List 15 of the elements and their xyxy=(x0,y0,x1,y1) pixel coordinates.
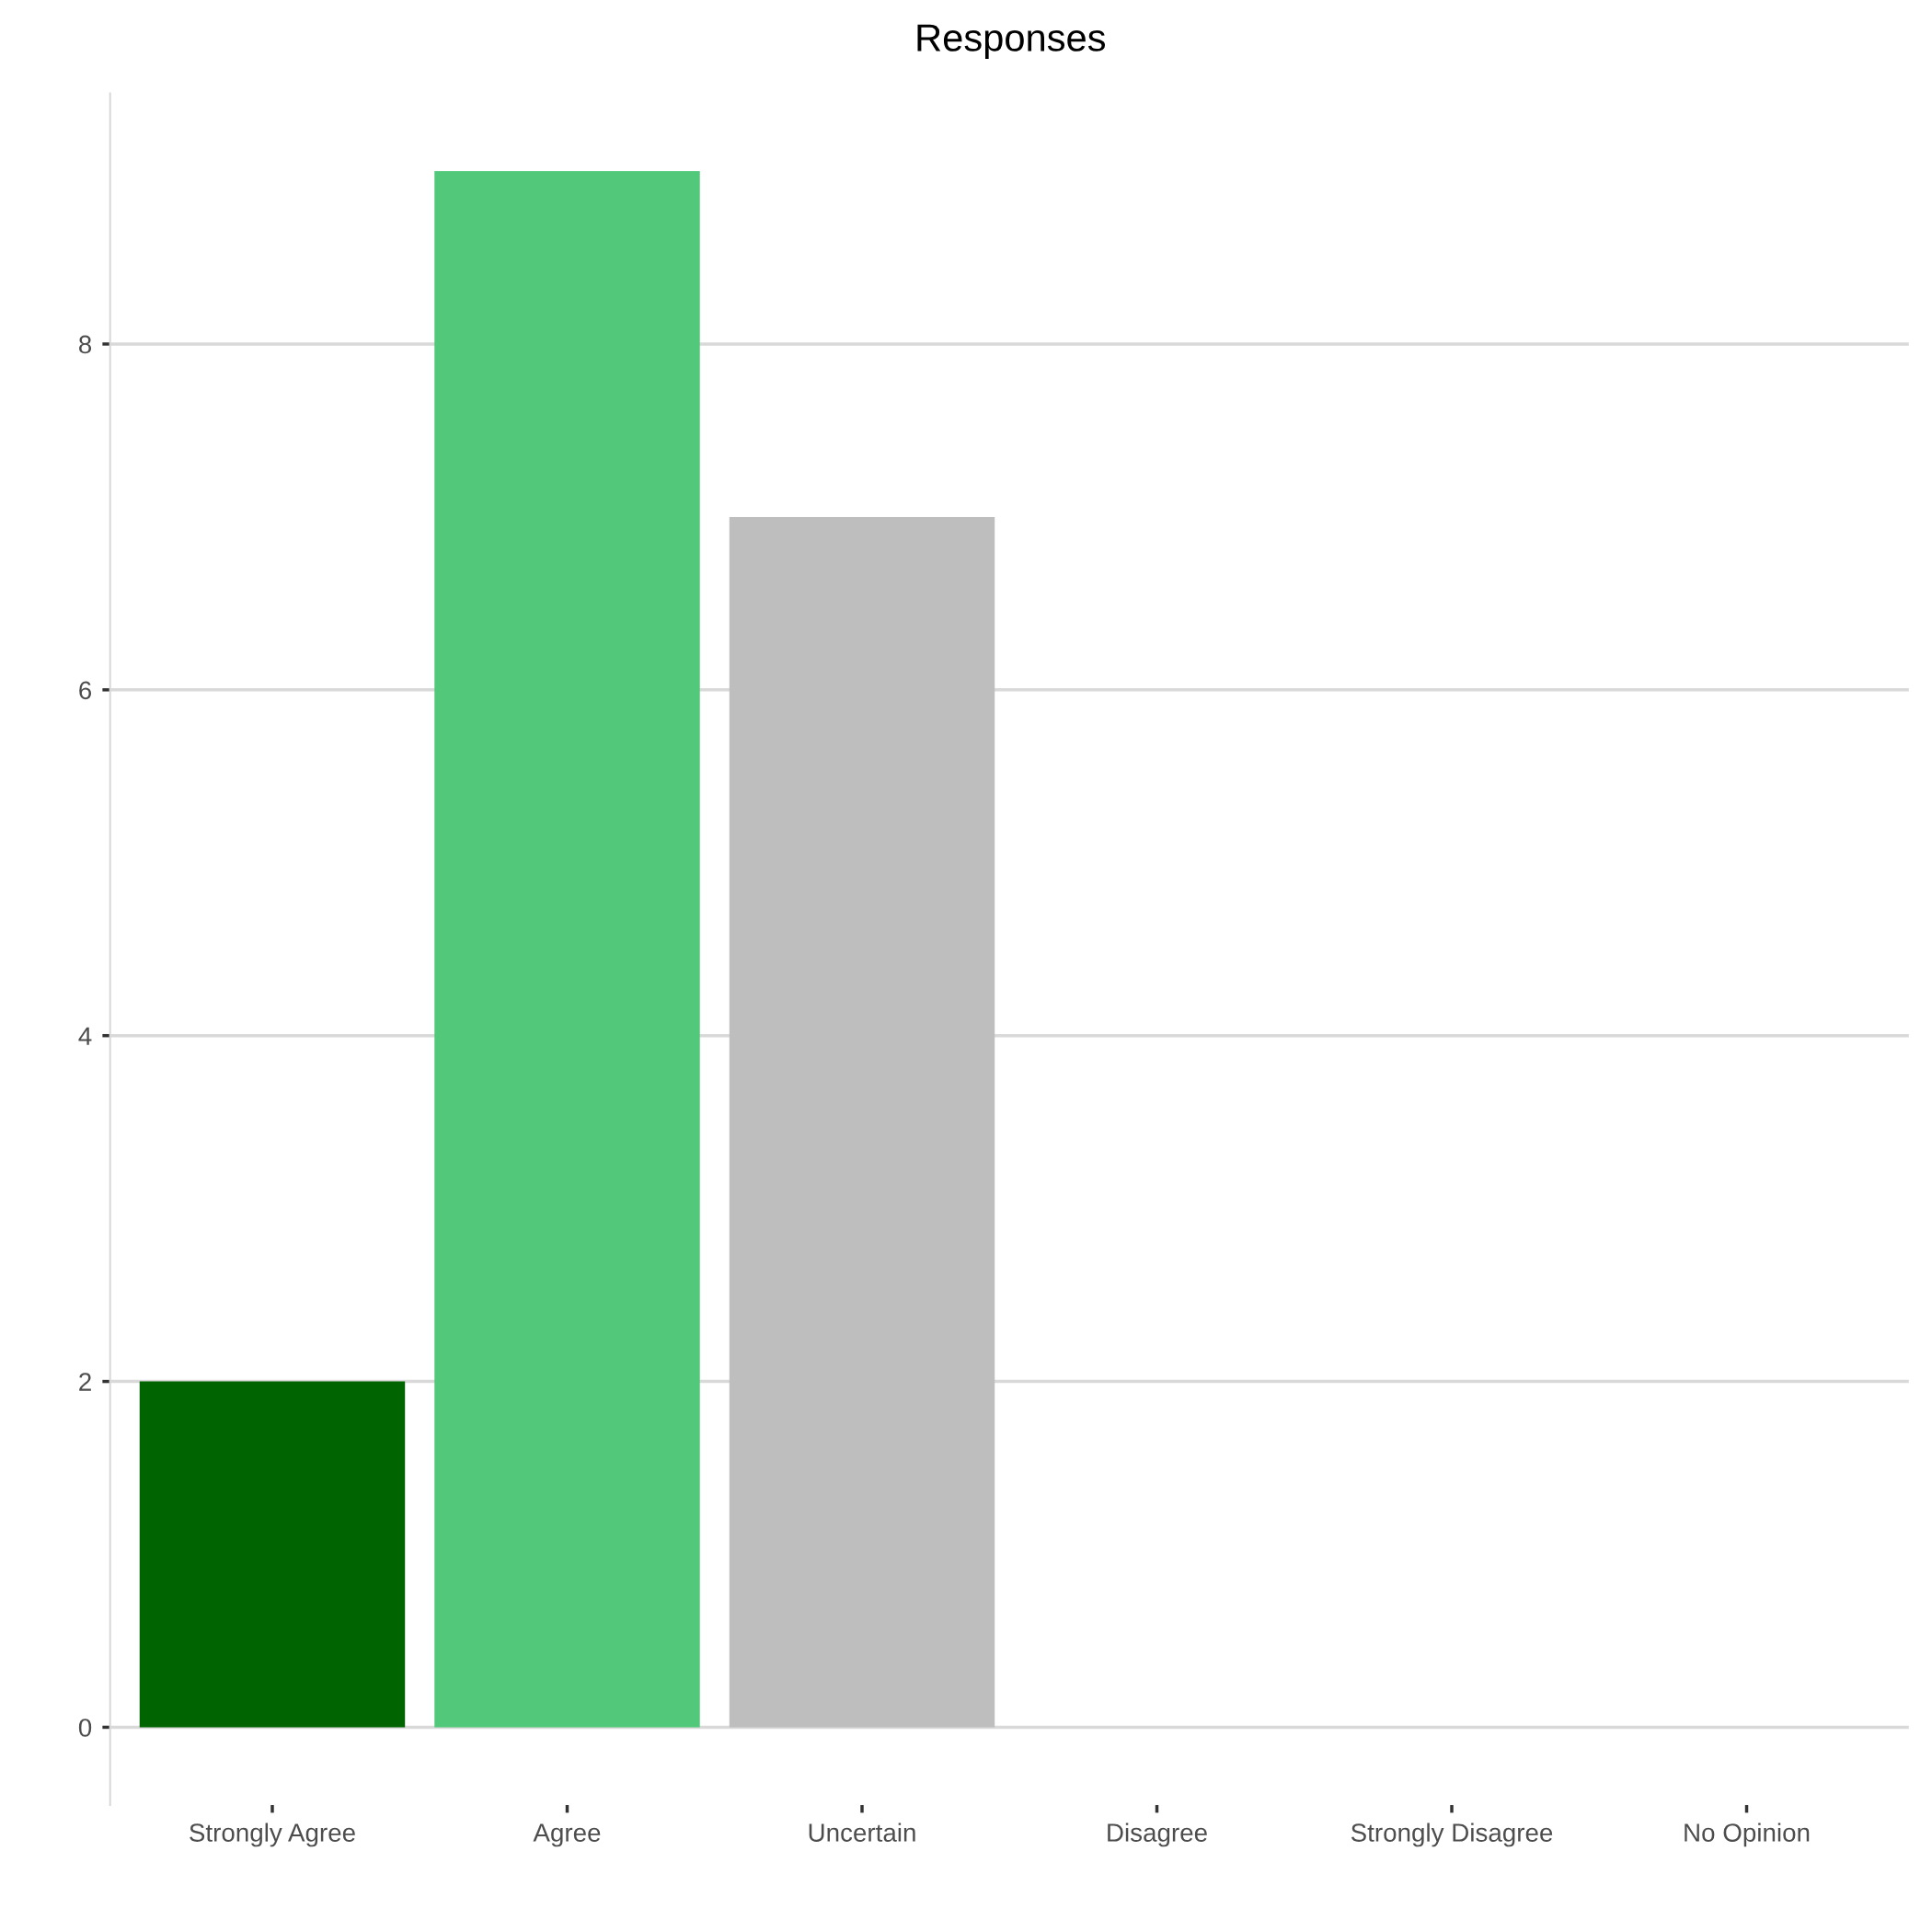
x-tick-label: No Opinion xyxy=(1685,1823,1810,1847)
y-tick-label: 0 xyxy=(78,1719,92,1737)
x-tick-label: Uncertain xyxy=(809,1823,915,1842)
x-tick-label: Disagree xyxy=(1108,1823,1207,1847)
x-tick-label: Agree xyxy=(533,1823,601,1847)
y-tick-label: 8 xyxy=(79,335,92,354)
y-tick-label: 2 xyxy=(79,1373,91,1391)
y-tick-label: 6 xyxy=(79,681,92,700)
y-tick-label: 4 xyxy=(78,1027,92,1045)
x-tick-label: Strongly Agree xyxy=(190,1823,355,1847)
bar xyxy=(434,171,700,1728)
bar xyxy=(139,1381,406,1728)
bar xyxy=(729,516,995,1728)
chart-title: Responses xyxy=(917,24,1106,60)
x-tick-label: Strongly Disagree xyxy=(1351,1823,1553,1847)
